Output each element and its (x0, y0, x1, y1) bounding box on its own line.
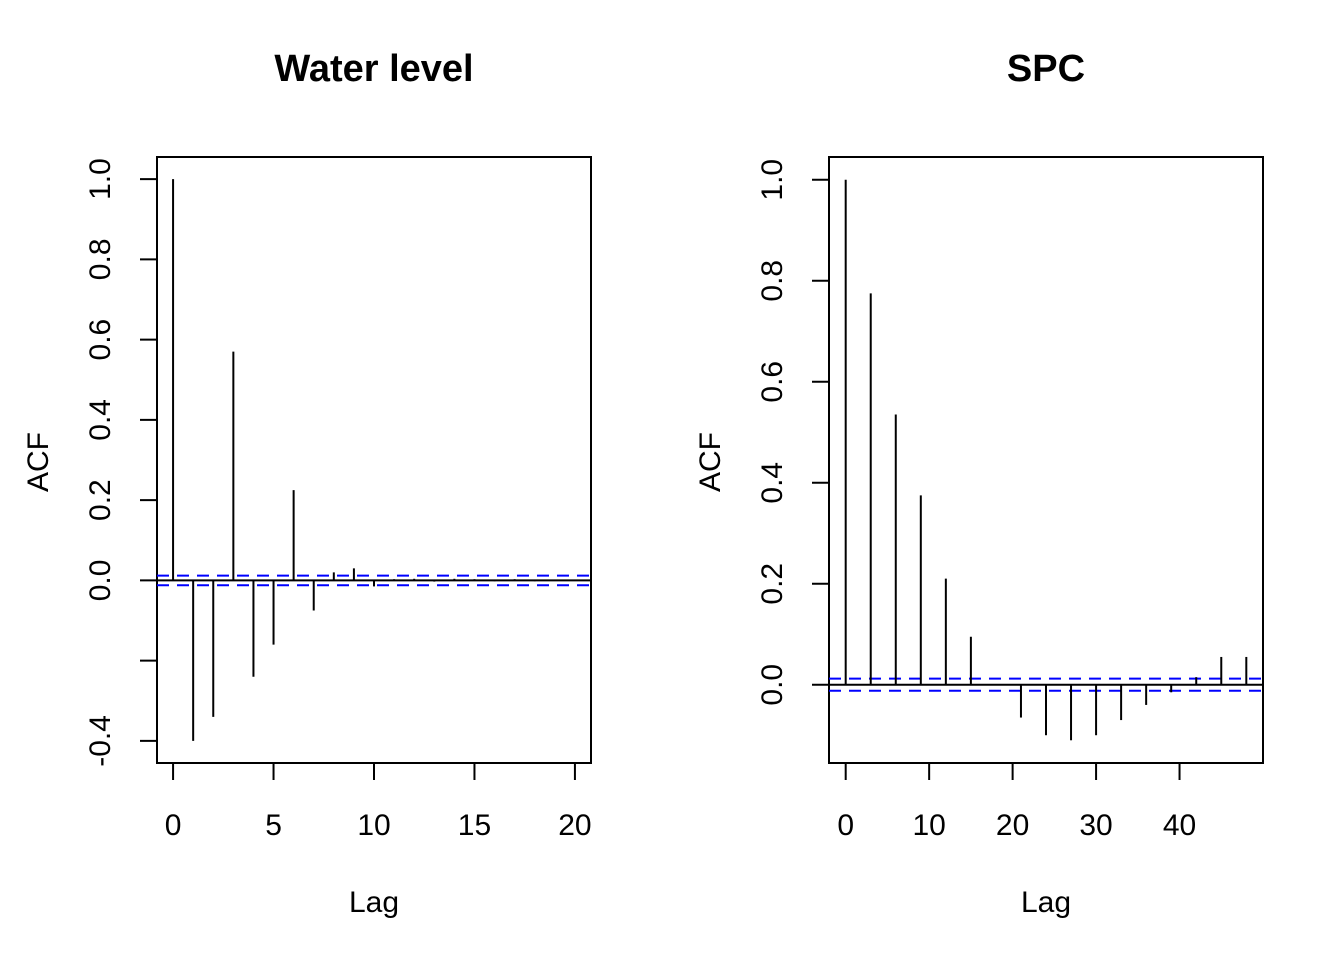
y-tick-label: 0.8 (84, 238, 117, 280)
y-tick-label: 1.0 (84, 158, 117, 200)
x-tick-label: 40 (1163, 809, 1196, 842)
y-axis-label: ACF (22, 432, 55, 492)
y-tick-label: 0.6 (84, 319, 117, 361)
x-axis-label: Lag (1021, 886, 1071, 919)
x-tick-label: 20 (996, 809, 1029, 842)
x-tick-label: 15 (458, 809, 491, 842)
x-tick-label: 5 (265, 809, 282, 842)
x-tick-label: 10 (912, 809, 945, 842)
x-axis: 0 5 10 15 20 (165, 763, 592, 842)
plot-frame (828, 156, 1264, 764)
x-axis-label: Lag (349, 886, 399, 919)
x-tick-label: 10 (357, 809, 390, 842)
y-tick-label: 0.0 (756, 664, 789, 706)
y-tick-label: 0.0 (84, 560, 117, 602)
x-axis: 0 10 20 30 40 (837, 763, 1196, 842)
y-tick-label: 0.2 (84, 479, 117, 521)
y-tick-label: 0.8 (756, 260, 789, 302)
x-tick-label: 20 (558, 809, 591, 842)
spc-acf-panel: SPC Lag ACF 0 10 20 30 40 0.0 0.2 0.4 0.6 0.8 1.0 (694, 48, 1264, 919)
x-tick-label: 0 (165, 809, 182, 842)
x-tick-label: 30 (1079, 809, 1112, 842)
y-tick-label: 0.4 (84, 399, 117, 441)
y-tick-label: -0.4 (84, 715, 117, 767)
plot-frame (156, 156, 592, 764)
y-tick-label: 0.2 (756, 563, 789, 605)
y-axis-label: ACF (694, 432, 727, 492)
y-axis: -0.4 0.0 0.2 0.4 0.6 0.8 1.0 (84, 158, 157, 767)
y-tick-label: 1.0 (756, 159, 789, 201)
y-tick-label: 0.6 (756, 361, 789, 403)
y-tick-label: 0.4 (756, 462, 789, 504)
acf-bars (829, 179, 1263, 741)
chart-title: SPC (1007, 48, 1085, 90)
x-tick-label: 0 (837, 809, 854, 842)
acf-bars (157, 179, 591, 741)
water-level-acf-panel: Water level Lag ACF 0 5 10 15 20 -0.4 0.0 0.2 0… (22, 48, 592, 919)
y-axis: 0.0 0.2 0.4 0.6 0.8 1.0 (756, 159, 829, 706)
chart-title: Water level (274, 48, 473, 90)
